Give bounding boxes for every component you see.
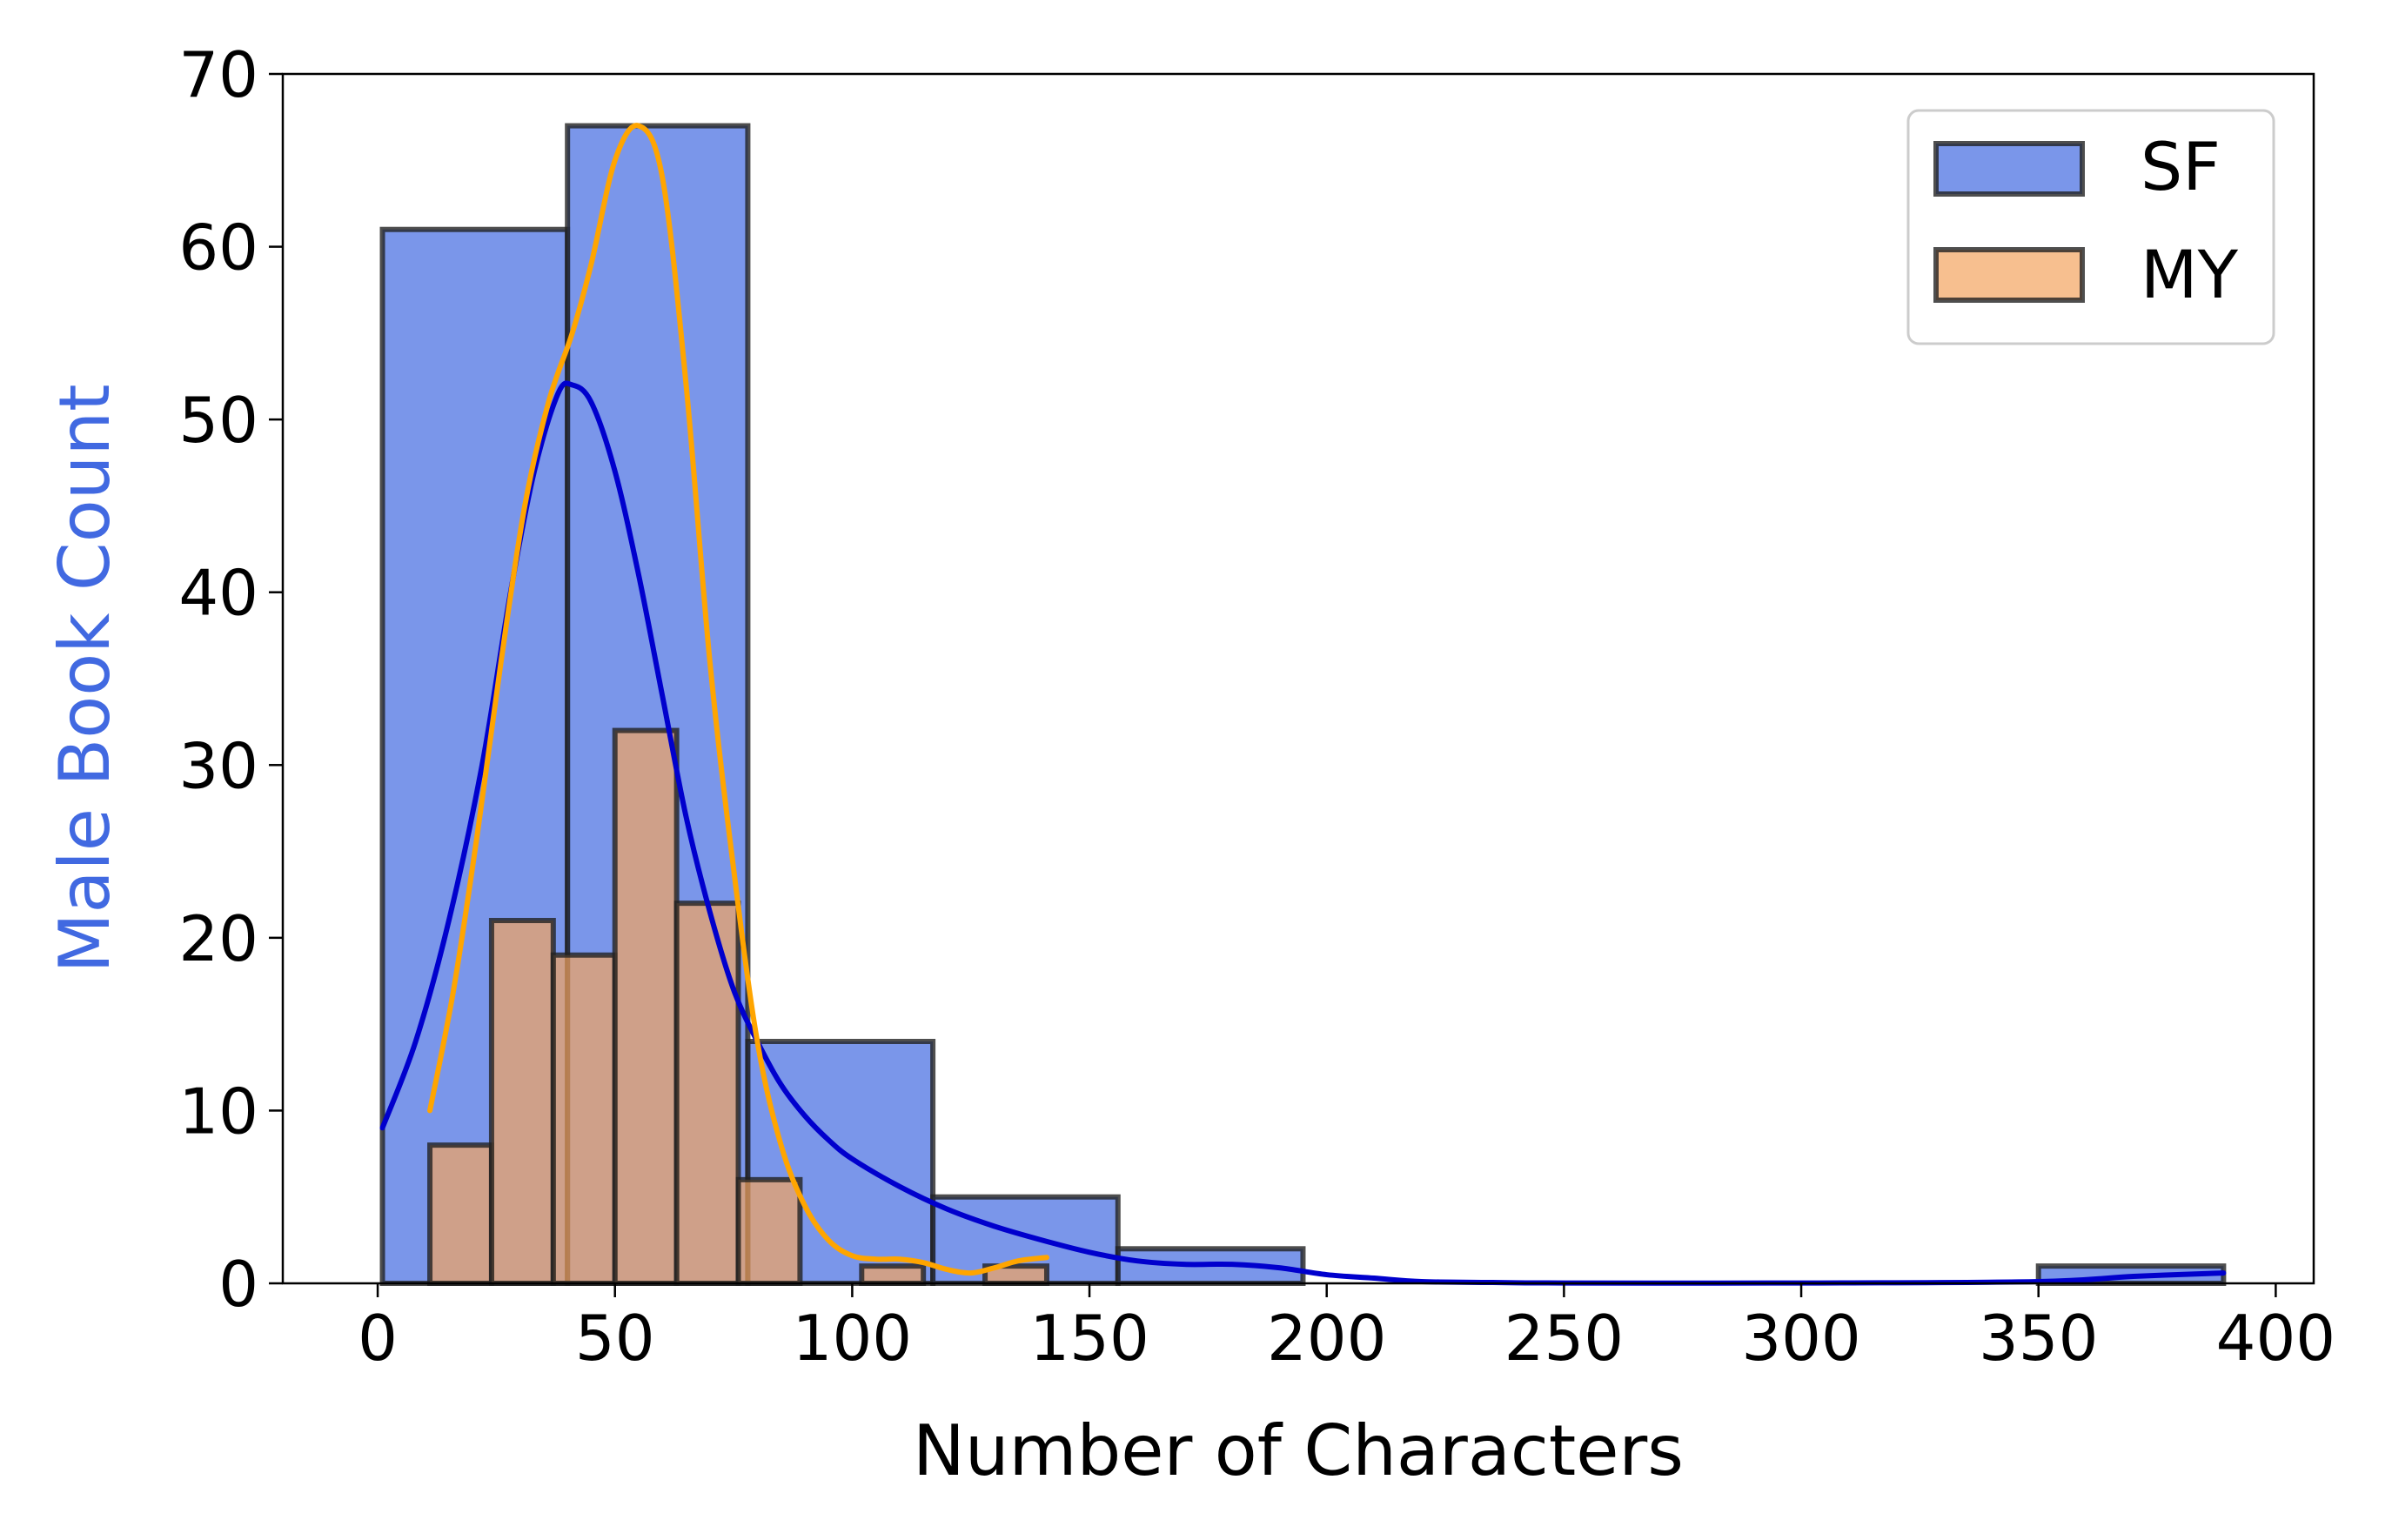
x-tick-label-250: 250 [1504, 1302, 1624, 1375]
y-tick-label-60: 60 [178, 211, 258, 285]
y-tick-label-0: 0 [218, 1248, 258, 1321]
y-tick-label-70: 70 [178, 38, 258, 111]
bar-my-7 [859, 1263, 927, 1286]
y-tick-label-10: 10 [178, 1075, 258, 1148]
legend-swatch-my [1933, 247, 2085, 303]
plot-frame [281, 72, 2315, 1285]
y-axis-label: Male Book Count [44, 384, 125, 973]
legend-swatch-sf [1933, 141, 2085, 197]
bar-my-1 [488, 918, 556, 1286]
bar-my-3 [612, 727, 680, 1286]
legend-label-my: MY [2141, 236, 2239, 313]
bar-my-5 [735, 1176, 803, 1287]
x-axis-label: Number of Characters [913, 1410, 1684, 1491]
x-tick-label-0: 0 [358, 1302, 398, 1375]
x-tick-label-150: 150 [1029, 1302, 1149, 1375]
y-axis: 0 10 20 30 40 50 60 70 [178, 38, 283, 1321]
x-tick-label-300: 300 [1741, 1302, 1860, 1375]
kde-line-my [427, 123, 1049, 1276]
x-tick-label-200: 200 [1267, 1302, 1386, 1375]
bar-my-2 [550, 952, 618, 1286]
x-tick-label-100: 100 [793, 1302, 912, 1375]
bar-my-0 [427, 1142, 494, 1286]
x-axis: 0 50 100 150 200 250 300 350 400 [358, 1283, 2335, 1375]
y-tick-label-40: 40 [178, 557, 258, 630]
y-tick-label-50: 50 [178, 384, 258, 457]
x-tick-label-350: 350 [1979, 1302, 2098, 1375]
bar-my-4 [673, 901, 741, 1286]
legend-label-sf: SF [2141, 128, 2221, 205]
x-tick-label-400: 400 [2216, 1302, 2335, 1375]
y-tick-label-20: 20 [178, 902, 258, 975]
y-tick-label-30: 30 [178, 729, 258, 802]
x-tick-label-50: 50 [575, 1302, 655, 1375]
legend: SF MY [1906, 109, 2275, 345]
